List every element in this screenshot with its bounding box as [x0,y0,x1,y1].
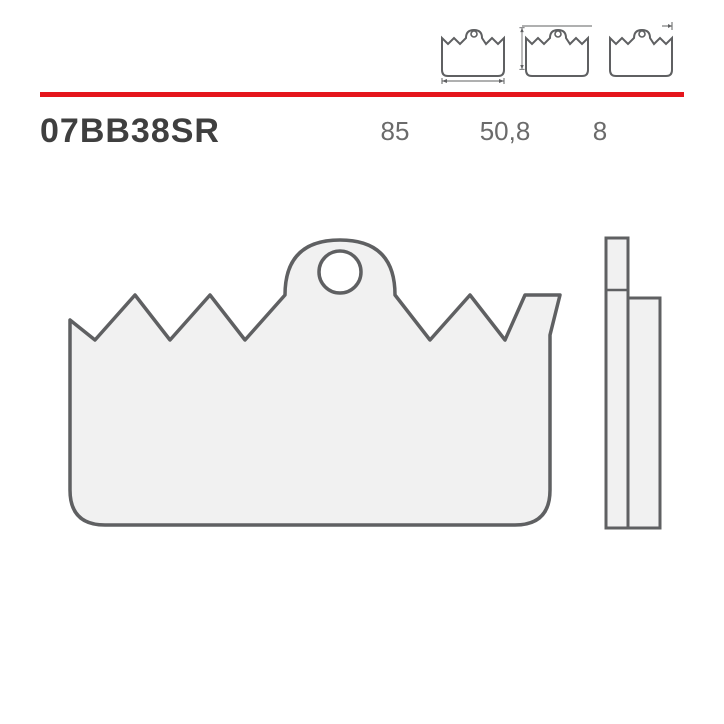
brake-pad-mini-icon [606,20,676,80]
height-dimension-line-icon [518,26,526,78]
mini-pad-thickness-icon [606,20,676,80]
height-top-extent-icon [522,24,592,28]
spec-row: 07BB38SR 85 50,8 8 [40,112,684,151]
brake-pad-mini-icon [438,20,508,80]
mini-pad-height-icon [522,20,592,80]
mini-pad-width-icon [438,20,508,80]
width-dimension-line-icon [438,78,508,84]
dimension-legend-icons [438,20,676,80]
dimension-width-value: 85 [340,116,450,147]
brake-pad-front-diagram [50,210,570,540]
brake-pad-mini-icon [522,20,592,80]
product-spec-diagram: 07BB38SR 85 50,8 8 [0,0,724,724]
separator-bar [40,92,684,97]
brake-pad-side-diagram [600,210,670,540]
dimension-thickness-value: 8 [560,116,640,147]
part-number: 07BB38SR [40,112,340,151]
dimension-height-value: 50,8 [450,116,560,147]
